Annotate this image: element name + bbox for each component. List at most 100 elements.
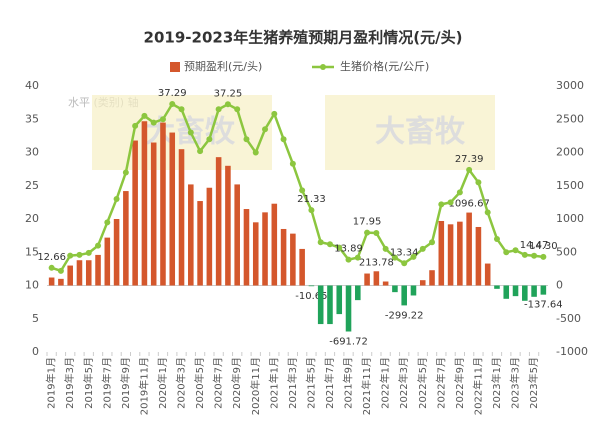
bar — [522, 285, 528, 301]
line-value-label: 14.30 — [529, 241, 558, 252]
bar — [336, 285, 343, 315]
x-tick-label: 2019年9月 — [119, 357, 132, 409]
bar — [438, 220, 445, 286]
bar — [132, 140, 138, 286]
y-tick-label: 5 — [32, 312, 39, 325]
x-tick-label: 2019年3月 — [63, 357, 76, 409]
line-point — [401, 260, 408, 267]
bar — [410, 285, 417, 296]
line-point — [336, 244, 343, 251]
line-point — [391, 254, 398, 261]
line-value-label: 27.39 — [455, 154, 484, 165]
bar — [373, 271, 380, 286]
bar — [280, 228, 287, 286]
line-point — [104, 219, 111, 226]
bar — [512, 285, 519, 297]
line-point — [364, 229, 371, 236]
line-point — [224, 101, 231, 108]
y-tick-label: 35 — [25, 112, 39, 125]
line-point — [252, 149, 259, 156]
line-point — [67, 252, 74, 259]
x-tick-label: 2022年3月 — [397, 357, 410, 409]
bar — [225, 165, 231, 286]
line-point — [512, 247, 519, 254]
y2-tick-label: 1000 — [556, 212, 584, 225]
line-point — [438, 201, 445, 208]
line-point — [447, 199, 454, 206]
bar — [290, 233, 296, 286]
y2-tick-label: 0 — [556, 279, 563, 292]
line-point — [299, 187, 306, 194]
bar — [150, 142, 157, 286]
bar — [206, 187, 213, 286]
legend-label: 生猪价格(元/公斤) — [340, 59, 429, 73]
line-value-label: 17.95 — [353, 217, 382, 228]
line-point — [159, 116, 166, 123]
line-point — [419, 245, 426, 252]
y2-tick-label: 2000 — [556, 146, 584, 159]
watermark: 大畜牧 — [375, 115, 466, 150]
x-tick-label: 2021年1月 — [267, 357, 280, 409]
bar — [169, 132, 176, 286]
x-tick-label: 2020年11月 — [249, 357, 262, 415]
line-point — [493, 235, 500, 242]
bar — [392, 285, 398, 293]
x-tick-label: 2019年1月 — [45, 357, 58, 409]
bar — [475, 226, 482, 286]
bar — [95, 254, 101, 286]
line-point — [206, 136, 213, 143]
line-point — [95, 242, 102, 249]
y-tick-label: 0 — [32, 345, 39, 358]
bar-value-label: -137.64 — [524, 300, 563, 311]
line-point — [197, 148, 204, 155]
line-value-label: 12.66 — [37, 252, 66, 263]
bar — [308, 285, 315, 287]
legend-label: 预期盈利(元/头) — [184, 60, 262, 73]
bar — [355, 285, 361, 301]
bar — [271, 203, 278, 286]
x-tick-label: 2022年7月 — [434, 357, 447, 409]
x-tick-label: 2020年9月 — [230, 357, 243, 409]
line-point — [354, 254, 361, 261]
line-point — [326, 241, 333, 248]
bar — [540, 285, 547, 295]
chart-title: 2019-2023年生猪养殖预期月盈利情况(元/头) — [144, 29, 463, 47]
bar — [123, 191, 129, 286]
line-point — [234, 106, 241, 113]
line-point — [122, 169, 129, 176]
x-tick-label: 2021年5月 — [304, 357, 317, 409]
line-value-label: 21.33 — [297, 194, 326, 205]
x-tick-label: 2019年11月 — [137, 357, 150, 415]
y-tick-label: 25 — [25, 179, 39, 192]
bar-value-label: -299.22 — [385, 310, 424, 321]
x-tick-label: 2021年3月 — [286, 357, 299, 409]
line-point — [466, 166, 473, 173]
bar-value-label: 213.78 — [359, 257, 394, 268]
line-point — [57, 267, 64, 274]
y2-tick-label: 1500 — [556, 179, 584, 192]
line-value-label: 13.89 — [334, 244, 363, 255]
line-point — [48, 264, 55, 271]
x-tick-label: 2023年3月 — [509, 357, 522, 409]
x-tick-label: 2021年7月 — [323, 357, 336, 409]
line-value-label: 37.25 — [214, 88, 243, 99]
legend-swatch — [170, 62, 180, 72]
bar — [67, 265, 73, 286]
y-tick-label: 40 — [25, 79, 39, 92]
x-tick-label: 2023年1月 — [490, 357, 503, 409]
x-tick-label: 2020年7月 — [212, 357, 225, 409]
y-tick-label: 10 — [25, 279, 39, 292]
bar — [85, 260, 92, 286]
bar — [197, 201, 203, 286]
line-point — [113, 196, 120, 203]
line-point — [132, 122, 139, 129]
bar — [466, 212, 472, 286]
legend-swatch — [320, 64, 326, 70]
line-point — [521, 251, 528, 258]
bar — [401, 285, 407, 306]
y-tick-label: 20 — [25, 212, 39, 225]
x-tick-label: 2019年7月 — [100, 357, 113, 409]
bar — [243, 209, 250, 286]
line-value-label: 37.29 — [158, 88, 187, 99]
line-point — [373, 229, 380, 236]
